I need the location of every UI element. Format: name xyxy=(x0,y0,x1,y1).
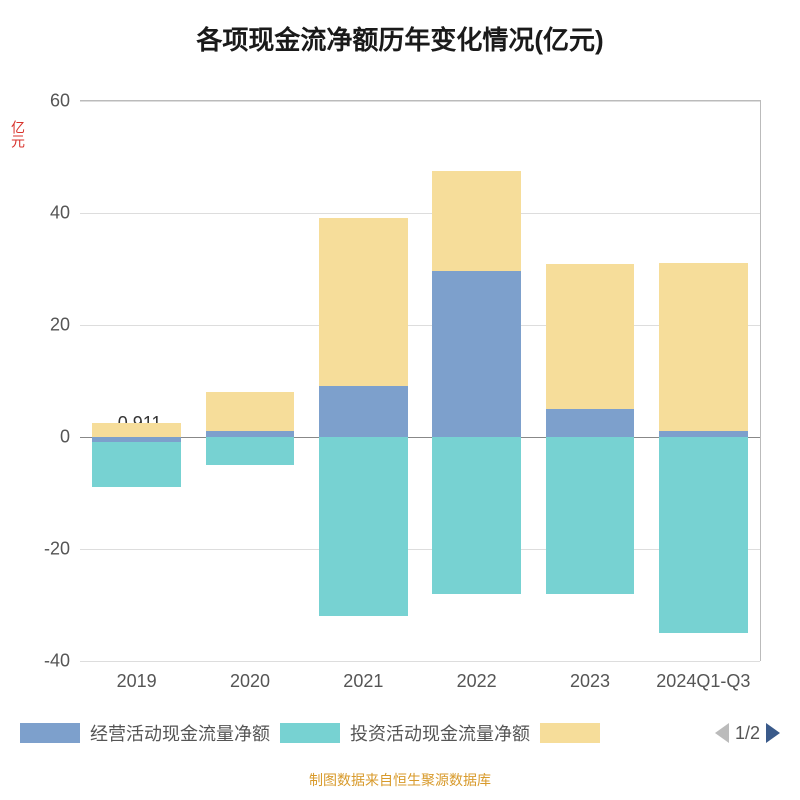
y-tick-label: 0 xyxy=(60,427,80,448)
x-tick-label: 2022 xyxy=(457,661,497,692)
bar-segment-investing xyxy=(432,437,520,594)
legend-page-indicator: 1/2 xyxy=(735,723,760,744)
bar-segment-financing xyxy=(659,263,747,431)
x-tick-label: 2024Q1-Q3 xyxy=(656,661,750,692)
y-tick-label: 20 xyxy=(50,315,80,336)
bar-segment-operating xyxy=(319,386,407,437)
plot-area: -40-2002040602019-0.91120201.06120219.16… xyxy=(80,100,761,661)
bar-segment-financing xyxy=(92,423,180,437)
bar-segment-operating xyxy=(432,271,520,437)
legend: 经营活动现金流量净额 投资活动现金流量净额 1/2 xyxy=(0,720,800,746)
grid-line xyxy=(80,437,760,438)
y-tick-label: -40 xyxy=(44,651,80,672)
attribution-text: 制图数据来自恒生聚源数据库 xyxy=(0,770,800,790)
bar-segment-financing xyxy=(546,264,634,410)
bar-segment-operating xyxy=(546,409,634,437)
bar-segment-investing xyxy=(206,437,294,465)
grid-line xyxy=(80,101,760,102)
bar-segment-financing xyxy=(319,218,407,386)
bar-segment-financing xyxy=(206,392,294,431)
grid-line xyxy=(80,325,760,326)
legend-label-investing: 投资活动现金流量净额 xyxy=(350,720,530,746)
legend-swatch-operating xyxy=(20,723,80,743)
x-tick-label: 2019 xyxy=(117,661,157,692)
y-tick-label: -20 xyxy=(44,539,80,560)
legend-swatch-financing xyxy=(540,723,600,743)
chart-title: 各项现金流净额历年变化情况(亿元) xyxy=(0,20,800,57)
legend-swatch-investing xyxy=(280,723,340,743)
bar-segment-investing xyxy=(92,442,180,487)
legend-prev-icon[interactable] xyxy=(715,723,729,743)
legend-label-operating: 经营活动现金流量净额 xyxy=(90,720,270,746)
legend-next-icon[interactable] xyxy=(766,723,780,743)
bar-segment-investing xyxy=(319,437,407,616)
cashflow-chart: 各项现金流净额历年变化情况(亿元) 亿元 -40-2002040602019-0… xyxy=(0,0,800,800)
x-tick-label: 2023 xyxy=(570,661,610,692)
bar-segment-investing xyxy=(546,437,634,594)
y-axis-label: 亿元 xyxy=(8,120,28,148)
bar-segment-investing xyxy=(659,437,747,633)
grid-line xyxy=(80,549,760,550)
x-tick-label: 2021 xyxy=(343,661,383,692)
x-tick-label: 2020 xyxy=(230,661,270,692)
y-tick-label: 40 xyxy=(50,203,80,224)
bar-segment-financing xyxy=(432,171,520,272)
legend-pager: 1/2 xyxy=(715,723,780,744)
y-tick-label: 60 xyxy=(50,91,80,112)
grid-line xyxy=(80,213,760,214)
